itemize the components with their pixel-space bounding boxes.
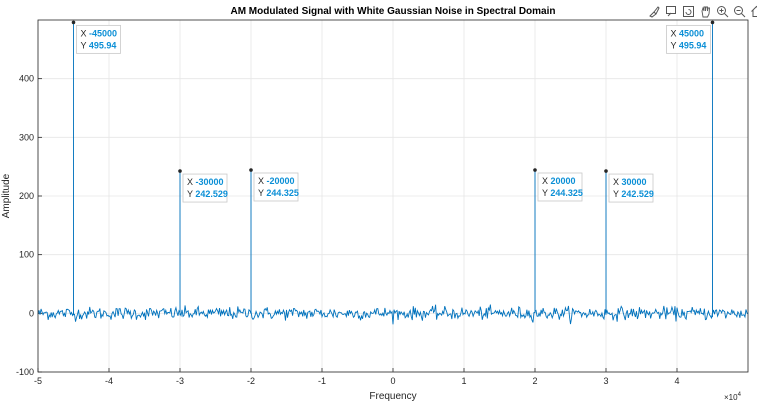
x-axis-title: Frequency [369,391,416,402]
y-tick-label: 300 [19,132,34,142]
y-tick-label: -100 [16,367,34,377]
x-tick-label: -4 [105,376,113,386]
peak-marker[interactable] [533,168,537,172]
y-tick-label: 0 [29,308,34,318]
datatip-y-value: 495.94 [89,40,117,50]
peak-marker[interactable] [71,20,76,25]
x-tick-label: -1 [318,376,326,386]
home-icon[interactable] [748,3,757,19]
x-axis-exponent: ×104 [724,392,742,402]
datatip-box [76,24,121,54]
datatip-x-value: 20000 [551,176,576,186]
datatip-y-label: Y [542,188,550,198]
datatip-x-label: X [671,28,680,38]
brush-icon[interactable] [646,3,662,19]
y-tick-label: 100 [19,250,34,260]
datatip-box [182,173,228,203]
spectrum-line [37,22,749,325]
zoom-in-icon[interactable] [714,3,730,19]
x-tick-label: -2 [247,376,255,386]
pan-icon[interactable] [697,3,713,19]
peak-marker[interactable] [249,168,253,172]
chart-title: AM Modulated Signal with White Gaussian … [230,6,555,17]
datatip-y-label: Y [81,40,89,50]
datatip-x: X -30000 [187,177,224,187]
datatip-y-value: 495.94 [679,40,707,50]
datatip-y-label: Y [187,189,195,199]
datatip-y-label: Y [671,40,679,50]
series-group [37,22,749,325]
datatip-y-value: 242.529 [621,189,654,199]
datatip-x-value: 30000 [622,177,647,187]
datatip-y: Y 495.94 [81,40,117,50]
datatip-x-label: X [258,176,267,186]
peak-marker[interactable] [604,169,608,173]
x-tick-label: -5 [34,376,42,386]
x-tick-label: -3 [176,376,184,386]
datatip-x-label: X [187,177,196,187]
x-tick-label: 4 [674,376,679,386]
datatip-x-label: X [613,177,622,187]
datatip-x-value: -30000 [196,177,224,187]
y-tick-labels: -100 0 100 200 300 400 [16,74,34,377]
datatip-x-label: X [542,176,551,186]
datatip-y: Y 244.325 [542,188,583,198]
datatip-x-value: -45000 [89,28,117,38]
datatip-icon[interactable] [663,3,679,19]
datatip-y-value: 244.325 [550,188,583,198]
axes-toolbar [646,3,757,19]
datatip-box [608,173,654,203]
zoom-out-icon[interactable] [731,3,747,19]
datatip-y-value: 244.325 [266,188,299,198]
datatip-x: X 45000 [671,28,705,38]
y-tick-label: 200 [19,191,34,201]
datatip-box [253,172,299,202]
datatip-x: X 30000 [613,177,647,187]
x-tick-label: 1 [461,376,466,386]
datatip-x: X -45000 [81,28,118,38]
y-tick-label: 400 [19,74,34,84]
rotate-icon[interactable] [680,3,696,19]
x-tick-label: 0 [390,376,395,386]
datatip-x: X 20000 [542,176,576,186]
plot-area-border [37,19,749,373]
peak-marker[interactable] [178,169,182,173]
datatip-y: Y 244.325 [258,188,299,198]
datatip-box [537,172,583,202]
datatip-y: Y 242.529 [613,189,654,199]
datatip-y: Y 495.94 [671,40,707,50]
datatip-y: Y 242.529 [187,189,228,199]
datatip-y-label: Y [258,188,266,198]
peak-marker[interactable] [710,20,715,25]
x-tick-label: 2 [532,376,537,386]
x-exponent-power: 4 [738,392,742,398]
datatip-x-label: X [81,28,90,38]
datatip-box [666,24,711,54]
x-tick-labels: -5 -4 -3 -2 -1 0 1 2 3 4 [34,376,680,386]
x-tick-label: 3 [603,376,608,386]
datatip-x: X -20000 [258,176,295,186]
datatip-x-value: -20000 [267,176,295,186]
datatip-y-label: Y [613,189,621,199]
x-exponent-base: ×10 [724,393,738,402]
datatip-y-value: 242.529 [195,189,228,199]
y-axis-title: Amplitude [1,173,12,218]
datatip-x-value: 45000 [679,28,704,38]
